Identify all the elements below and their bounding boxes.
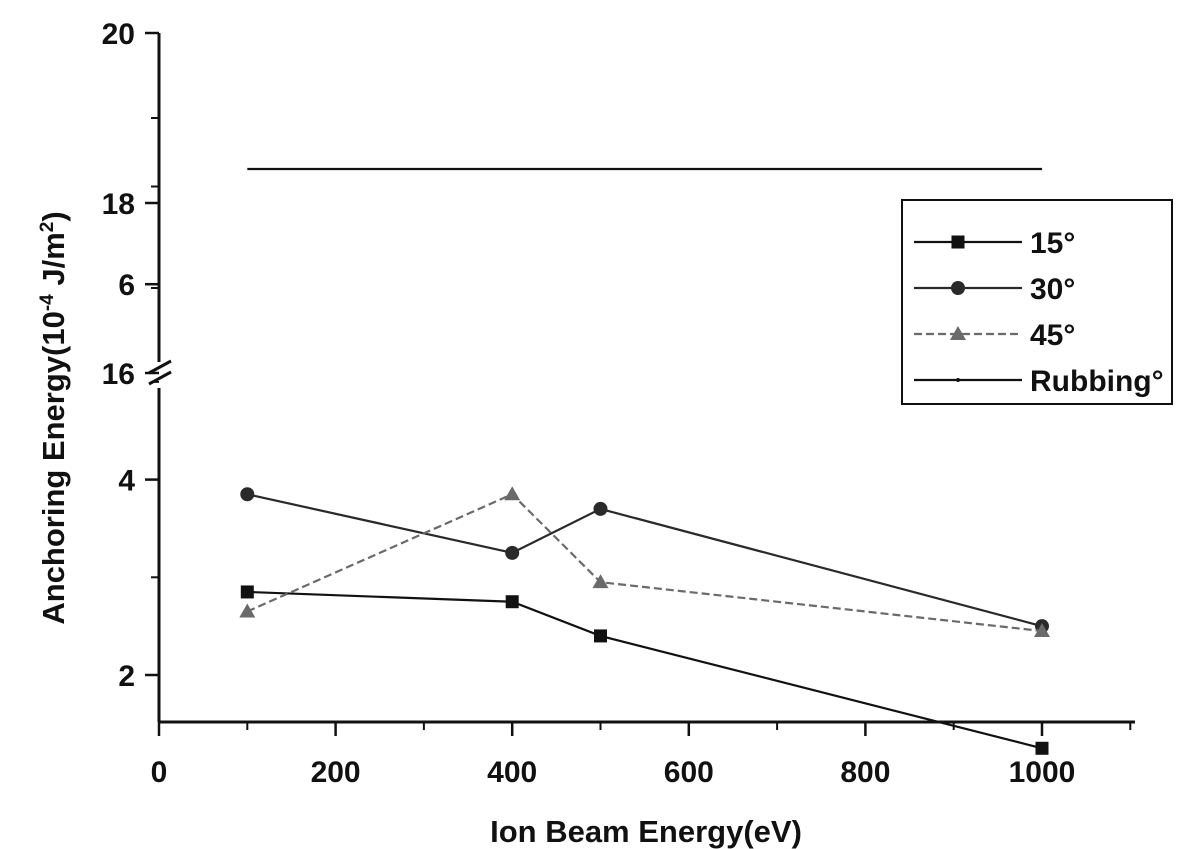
x-axis-title: Ion Beam Energy(eV) xyxy=(490,814,802,849)
data-point xyxy=(504,486,521,501)
series-square xyxy=(240,585,1049,755)
y-axis-title: Anchoring Energy(10-4 J/m2) xyxy=(36,211,71,624)
data-point xyxy=(593,501,608,516)
legend-entry: Rubbing° xyxy=(914,365,1164,398)
data-point xyxy=(240,487,255,502)
x-tick-label: 1000 xyxy=(1009,756,1076,789)
legend: 15° 30° 45° Rubbing° xyxy=(901,199,1173,405)
axis-break-mark xyxy=(148,359,172,375)
x-tick-label: 400 xyxy=(487,756,537,789)
x-tick-label: 0 xyxy=(151,756,168,789)
legend-entry: 30° xyxy=(914,273,1075,306)
data-point xyxy=(505,545,520,560)
legend-label: 30° xyxy=(1030,273,1075,306)
y-tick-label: 18 xyxy=(102,188,135,221)
y-tick-label: 4 xyxy=(118,465,135,498)
y-tick-label: 16 xyxy=(102,358,135,391)
series-line xyxy=(247,590,1043,750)
legend-marker xyxy=(951,281,965,295)
legend-marker xyxy=(950,326,966,340)
y-title-exp-1: -4 xyxy=(37,294,58,311)
series-line xyxy=(247,493,1043,628)
legend-label: Rubbing° xyxy=(1030,365,1164,398)
data-point xyxy=(1034,623,1050,638)
y-title-suffix: ) xyxy=(36,211,71,221)
legend-marker xyxy=(956,378,960,382)
data-point xyxy=(594,629,607,643)
x-tick-label: 200 xyxy=(311,756,361,789)
y-title-exp-2: 2 xyxy=(37,222,58,233)
data-point xyxy=(1035,741,1049,755)
axes xyxy=(148,33,1135,724)
y-tick-label: 20 xyxy=(102,18,135,51)
x-tick-label: 800 xyxy=(840,756,890,789)
data-point xyxy=(592,574,609,589)
x-tick-label: 600 xyxy=(664,756,714,789)
data-point xyxy=(239,603,256,618)
data-point xyxy=(240,585,254,599)
series-circle xyxy=(240,487,1049,634)
series-triangle xyxy=(239,486,1050,638)
y-title-prefix: Anchoring Energy(10 xyxy=(36,311,71,625)
series-layer xyxy=(239,167,1050,755)
x-ticks: 0 200 400 600 800 1000 xyxy=(151,722,1132,789)
legend-label: 15° xyxy=(1030,227,1075,260)
legend-marker xyxy=(951,235,965,249)
y-tick-label: 2 xyxy=(118,660,135,693)
series-line xyxy=(246,492,1043,633)
y-tick-label: 6 xyxy=(118,269,135,302)
data-point xyxy=(505,595,519,609)
legend-entry: 15° xyxy=(914,227,1075,260)
legend-entry: 45° xyxy=(914,319,1075,352)
y-ticks: 2 4 6 16 18 20 xyxy=(102,18,159,693)
y-title-middle: J/m xyxy=(36,232,71,294)
legend-label: 45° xyxy=(1030,319,1075,352)
legend-box xyxy=(901,199,1173,405)
